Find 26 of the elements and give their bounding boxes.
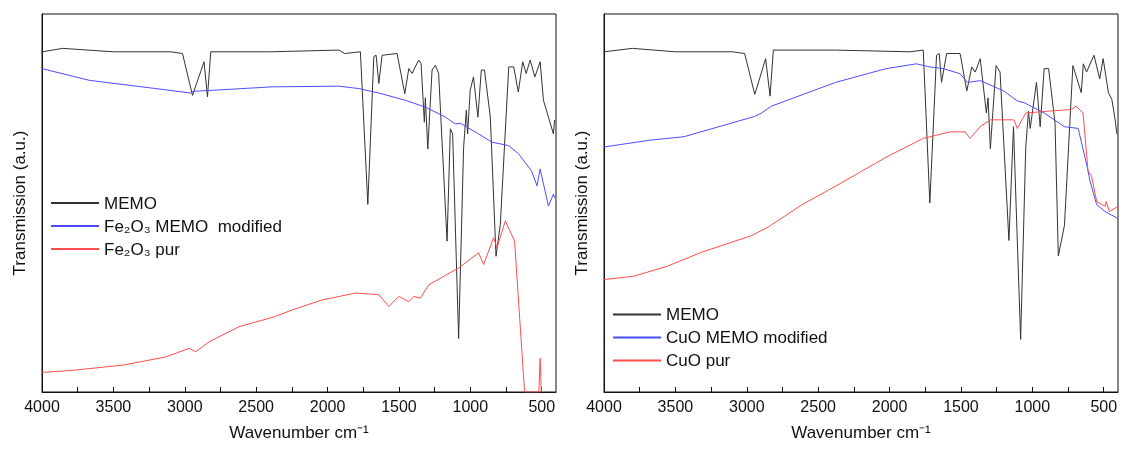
legend-label: Fe₂O₃ MEMO modified bbox=[104, 216, 282, 236]
x-tick-label: 1500 bbox=[943, 397, 979, 415]
x-tick-label: 4000 bbox=[586, 397, 622, 415]
x-tick-label: 3500 bbox=[95, 397, 132, 415]
x-tick-label: 3000 bbox=[728, 397, 765, 415]
x-tick-label: 2000 bbox=[309, 397, 346, 415]
y-axis-title: Transmission (a.u.) bbox=[10, 130, 29, 276]
x-axis-title: Wavenumber cm⁻¹ bbox=[791, 423, 932, 442]
x-tick-label: 2500 bbox=[800, 397, 837, 415]
x-tick-label: 2500 bbox=[238, 397, 275, 415]
x-tick-label: 500 bbox=[528, 397, 556, 415]
x-tick-label: 1000 bbox=[1014, 397, 1051, 415]
x-tick-label: 2000 bbox=[871, 397, 908, 415]
legend-label: CuO MEMO modified bbox=[666, 328, 828, 347]
x-tick-label: 1500 bbox=[381, 397, 417, 415]
x-tick-label: 1000 bbox=[452, 397, 489, 415]
x-tick-label: 3000 bbox=[166, 397, 203, 415]
x-axis-title: Wavenumber cm⁻¹ bbox=[229, 423, 370, 442]
legend-label: CuO pur bbox=[666, 351, 731, 370]
legend-label: MEMO bbox=[666, 305, 719, 324]
x-tick-label: 3500 bbox=[657, 397, 694, 415]
y-axis-title: Transmission (a.u.) bbox=[572, 130, 591, 276]
legend-label: MEMO bbox=[104, 193, 157, 213]
x-tick-label: 500 bbox=[1090, 397, 1118, 415]
x-tick-label: 4000 bbox=[24, 397, 60, 415]
legend-label: Fe₂O₃ pur bbox=[104, 239, 181, 259]
